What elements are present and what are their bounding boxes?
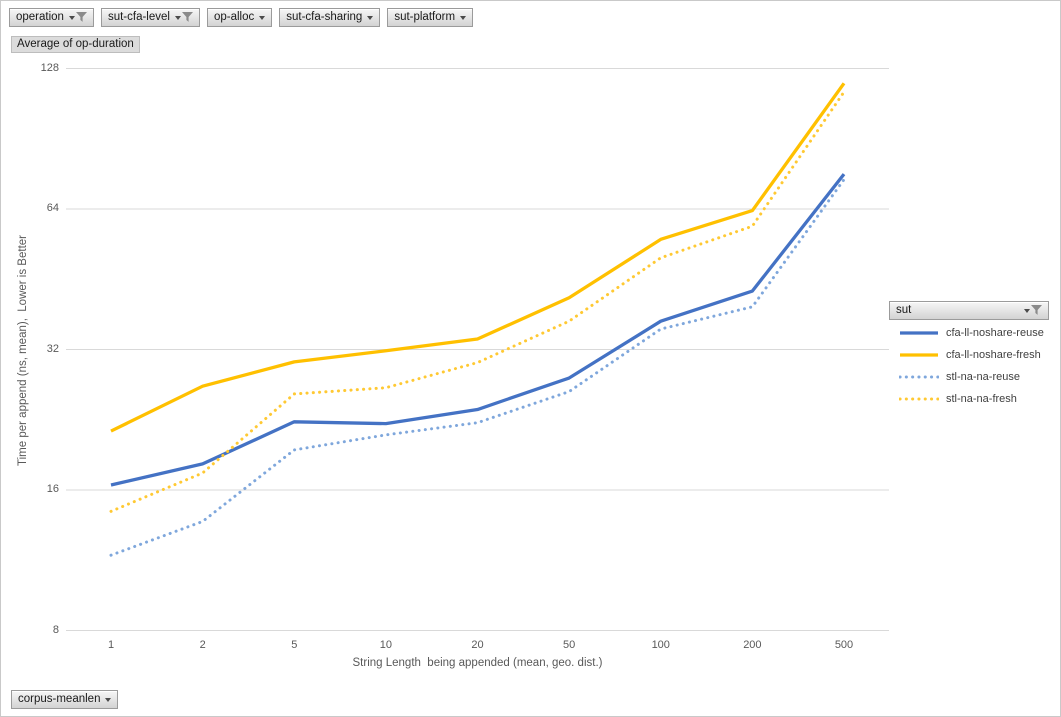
filter-field-button-label: sut-platform: [394, 11, 456, 23]
chevron-down-icon: [460, 15, 467, 23]
y-tick-label-16: 16: [46, 483, 59, 495]
y-tick-label-64: 64: [46, 202, 59, 214]
legend-label: stl-na-na-fresh: [946, 393, 1017, 405]
filter-field-button-label: op-alloc: [213, 11, 255, 23]
x-tick-label-5: 5: [291, 639, 298, 651]
legend-item-stl-na-na-fresh[interactable]: stl-na-na-fresh: [899, 388, 1044, 410]
legend-item-cfa-ll-noshare-reuse[interactable]: cfa-ll-noshare-reuse: [899, 322, 1044, 344]
filter-field-button-operation[interactable]: operation: [9, 8, 94, 27]
legend-key-solid-line: [900, 331, 938, 335]
x-tick-label-500: 500: [834, 639, 854, 651]
chart-legend: cfa-ll-noshare-reuse cfa-ll-noshare-fresh…: [899, 322, 1044, 410]
filter-field-button-op-alloc[interactable]: op-alloc: [206, 8, 273, 27]
chevron-down-icon: [259, 15, 266, 23]
legend-label: cfa-ll-noshare-reuse: [946, 327, 1044, 339]
legend-item-stl-na-na-reuse[interactable]: stl-na-na-reuse: [899, 366, 1044, 388]
filter-field-button-sut-cfa-level[interactable]: sut-cfa-level: [100, 8, 200, 27]
y-tick-label-8: 8: [52, 623, 59, 636]
axis-field-button-corpus-meanlen[interactable]: corpus-meanlen: [11, 690, 119, 709]
legend-key-dotted-line: [899, 397, 939, 401]
axis-field-button-label: corpus-meanlen: [18, 693, 101, 705]
x-axis-title: String Length being appended (mean, geo.…: [352, 657, 603, 669]
y-tick-label-32: 32: [46, 342, 59, 355]
filter-field-button-sut-cfa-sharing[interactable]: sut-cfa-sharing: [279, 8, 381, 27]
x-tick-label-20: 20: [471, 639, 484, 651]
filter-field-button-label: sut-cfa-sharing: [286, 11, 363, 23]
legend-key-dotted-line: [899, 375, 939, 379]
x-tick-label-50: 50: [563, 639, 576, 651]
series-line-cfa-ll-noshare-reuse[interactable]: [110, 173, 846, 487]
x-tick-label-100: 100: [651, 639, 670, 651]
chevron-down-icon: [105, 697, 112, 705]
filter-field-button-label: sut-cfa-level: [107, 11, 170, 23]
value-field-button[interactable]: Average of op-duration: [11, 36, 140, 53]
y-axis-title: Time per append (ns, mean), Lower is Bet…: [17, 234, 29, 466]
legend-field-button-label: sut: [896, 304, 912, 316]
legend-field-button-sut[interactable]: sut: [889, 301, 1049, 320]
legend-key-solid-line: [900, 353, 938, 357]
y-tick-label-128: 128: [40, 61, 59, 74]
chevron-down-icon: [68, 15, 75, 23]
x-tick-label-10: 10: [379, 639, 392, 651]
series-line-stl-na-na-fresh[interactable]: [109, 90, 846, 513]
legend-label: stl-na-na-reuse: [946, 371, 1020, 383]
x-tick-label-2: 2: [199, 639, 206, 651]
x-tick-label-1: 1: [107, 639, 115, 651]
chevron-down-icon: [1024, 308, 1030, 316]
filter-funnel-icon: [75, 11, 87, 22]
filter-funnel-icon: [181, 11, 193, 22]
filter-field-button-label: operation: [16, 11, 64, 23]
legend-item-cfa-ll-noshare-fresh[interactable]: cfa-ll-noshare-fresh: [899, 344, 1044, 366]
x-tick-label-200: 200: [743, 639, 762, 651]
chevron-down-icon: [367, 15, 374, 23]
filter-field-button-sut-platform[interactable]: sut-platform: [387, 8, 474, 27]
series-line-cfa-ll-noshare-fresh[interactable]: [110, 82, 846, 433]
legend-label: cfa-ll-noshare-fresh: [946, 349, 1041, 361]
filter-funnel-icon: [1031, 304, 1042, 315]
series-line-stl-na-na-reuse[interactable]: [109, 178, 846, 557]
pivot-filter-row: operation sut-cfa-level op-alloc sut-cfa-sh…: [9, 8, 474, 27]
chevron-down-icon: [174, 15, 181, 23]
